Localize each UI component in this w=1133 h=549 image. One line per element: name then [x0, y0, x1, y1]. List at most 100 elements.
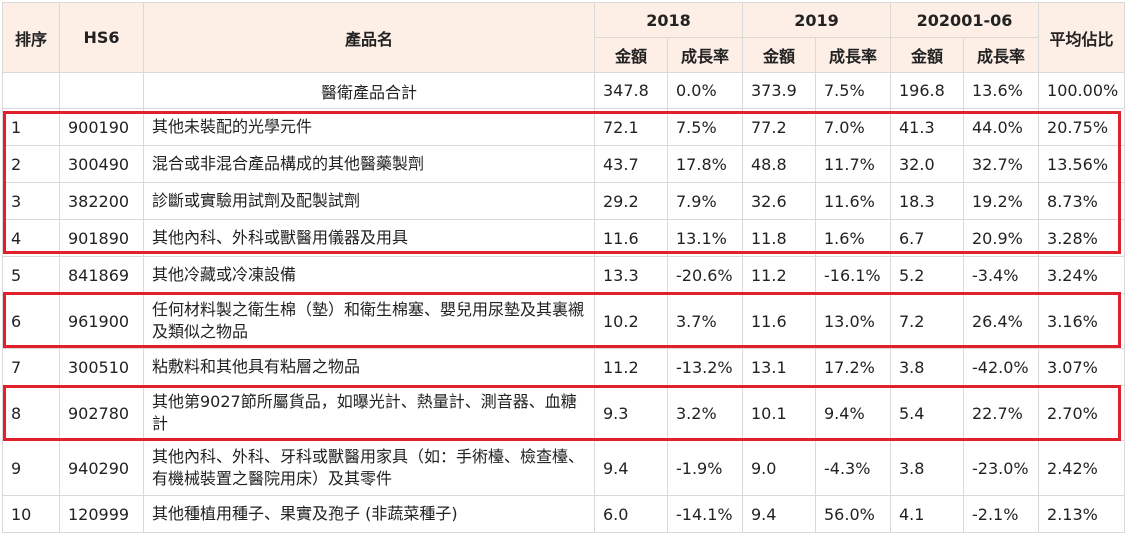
table-row: 7 300510 粘敷料和其他具有粘層之物品 11.2 -13.2% 13.1 … [2, 348, 1126, 386]
growth-2018: -14.1% [667, 495, 743, 533]
amount-2019: 11.6 [742, 293, 816, 349]
share: 13.56% [1038, 145, 1126, 183]
header-year-2018: 2018 [594, 2, 743, 38]
total-hs6-cell [59, 72, 144, 109]
share: 2.70% [1038, 385, 1126, 441]
header-product: 產品名 [143, 2, 595, 73]
growth-2018: 7.9% [667, 182, 743, 220]
amount-2019: 11.2 [742, 256, 816, 294]
total-2020-growth: 13.6% [962, 72, 1040, 109]
amount-2018: 13.3 [594, 256, 668, 294]
rank: 2 [2, 145, 60, 183]
total-2019-amount: 373.9 [742, 72, 816, 109]
amount-2019: 11.8 [742, 219, 816, 257]
growth-2020: 32.7% [962, 145, 1040, 183]
header-growth: 成長率 [815, 37, 891, 73]
amount-2020: 18.3 [890, 182, 964, 220]
header-year-2019: 2019 [742, 2, 891, 38]
amount-2018: 6.0 [594, 495, 668, 533]
growth-2019: 56.0% [815, 495, 891, 533]
growth-2020: 19.2% [962, 182, 1040, 220]
share: 3.24% [1038, 256, 1126, 294]
header-hs6: HS6 [59, 2, 144, 73]
growth-2020: 20.9% [962, 219, 1040, 257]
rank: 7 [2, 348, 60, 386]
header-amount: 金額 [890, 37, 964, 73]
growth-2020: 44.0% [962, 108, 1040, 146]
growth-2018: 3.2% [667, 385, 743, 441]
growth-2019: 7.0% [815, 108, 891, 146]
header-growth: 成長率 [667, 37, 743, 73]
amount-2018: 29.2 [594, 182, 668, 220]
amount-2018: 11.2 [594, 348, 668, 386]
amount-2020: 4.1 [890, 495, 964, 533]
rank: 1 [2, 108, 60, 146]
growth-2018: 7.5% [667, 108, 743, 146]
table-row: 8 902780 其他第9027節所屬貨品，如曝光計、熱量計、測音器、血糖計 9… [2, 385, 1126, 441]
amount-2019: 9.4 [742, 495, 816, 533]
amount-2020: 3.8 [890, 348, 964, 386]
amount-2018: 10.2 [594, 293, 668, 349]
product-name: 粘敷料和其他具有粘層之物品 [143, 348, 595, 386]
growth-2018: -20.6% [667, 256, 743, 294]
header-row-1: 排序 HS6 產品名 2018 2019 202001-06 平均佔比 [2, 2, 1126, 73]
total-name: 醫衛產品合計 [143, 72, 595, 109]
product-name: 其他內科、外科、牙科或獸醫用家具（如：手術檯、檢查檯、有機械裝置之醫院用床）及其… [143, 440, 595, 496]
total-2018-amount: 347.8 [594, 72, 668, 109]
growth-2018: 3.7% [667, 293, 743, 349]
amount-2018: 72.1 [594, 108, 668, 146]
table-row: 3 382200 診斷或實驗用試劑及配製試劑 29.2 7.9% 32.6 11… [2, 182, 1126, 220]
growth-2019: 17.2% [815, 348, 891, 386]
table-row: 1 900190 其他未裝配的光學元件 72.1 7.5% 77.2 7.0% … [2, 108, 1126, 146]
share: 2.13% [1038, 495, 1126, 533]
hs6-code: 901890 [59, 219, 144, 257]
rank: 9 [2, 440, 60, 496]
total-rank-cell [2, 72, 60, 109]
amount-2019: 10.1 [742, 385, 816, 441]
growth-2020: 26.4% [962, 293, 1040, 349]
share: 8.73% [1038, 182, 1126, 220]
growth-2020: -42.0% [962, 348, 1040, 386]
amount-2018: 9.3 [594, 385, 668, 441]
header-year-2020: 202001-06 [889, 2, 1040, 38]
growth-2019: 13.0% [815, 293, 891, 349]
rank: 10 [2, 495, 60, 533]
growth-2020: -23.0% [962, 440, 1040, 496]
amount-2018: 9.4 [594, 440, 668, 496]
table-row: 5 841869 其他冷藏或冷凍設備 13.3 -20.6% 11.2 -16.… [2, 256, 1126, 294]
hs6-code: 841869 [59, 256, 144, 294]
total-2018-growth: 0.0% [667, 72, 743, 109]
growth-2020: 22.7% [962, 385, 1040, 441]
product-name: 其他冷藏或冷凍設備 [143, 256, 595, 294]
table-row: 9 940290 其他內科、外科、牙科或獸醫用家具（如：手術檯、檢查檯、有機械裝… [2, 440, 1126, 496]
table-row: 4 901890 其他內科、外科或獸醫用儀器及用具 11.6 13.1% 11.… [2, 219, 1126, 257]
share: 2.42% [1038, 440, 1126, 496]
growth-2020: -3.4% [962, 256, 1040, 294]
table-row: 2 300490 混合或非混合產品構成的其他醫藥製劑 43.7 17.8% 48… [2, 145, 1126, 183]
growth-2018: 17.8% [667, 145, 743, 183]
amount-2020: 3.8 [890, 440, 964, 496]
amount-2019: 32.6 [742, 182, 816, 220]
product-name: 其他內科、外科或獸醫用儀器及用具 [143, 219, 595, 257]
product-name: 任何材料製之衛生棉（墊）和衛生棉塞、嬰兒用尿墊及其裏襯及類似之物品 [143, 293, 595, 349]
share: 3.07% [1038, 348, 1126, 386]
header-share: 平均佔比 [1038, 2, 1126, 73]
table-row: 10 120999 其他種植用種子、果實及孢子 (非蔬菜種子) 6.0 -14.… [2, 495, 1126, 533]
header-amount: 金額 [742, 37, 816, 73]
hs6-code: 300510 [59, 348, 144, 386]
rank: 4 [2, 219, 60, 257]
product-name: 其他第9027節所屬貨品，如曝光計、熱量計、測音器、血糖計 [143, 385, 595, 441]
header-row-2: 金額 成長率 金額 成長率 金額 成長率 [3, 37, 1125, 73]
share: 3.28% [1038, 219, 1126, 257]
product-name: 混合或非混合產品構成的其他醫藥製劑 [143, 145, 595, 183]
medical-products-table: 排序 HS6 產品名 2018 2019 202001-06 平均佔比 金額 成… [2, 2, 1126, 533]
hs6-code: 382200 [59, 182, 144, 220]
growth-2020: -2.1% [962, 495, 1040, 533]
rank: 3 [2, 182, 60, 220]
rank: 6 [2, 293, 60, 349]
amount-2019: 77.2 [742, 108, 816, 146]
product-name: 診斷或實驗用試劑及配製試劑 [143, 182, 595, 220]
product-name: 其他種植用種子、果實及孢子 (非蔬菜種子) [143, 495, 595, 533]
amount-2020: 5.4 [890, 385, 964, 441]
